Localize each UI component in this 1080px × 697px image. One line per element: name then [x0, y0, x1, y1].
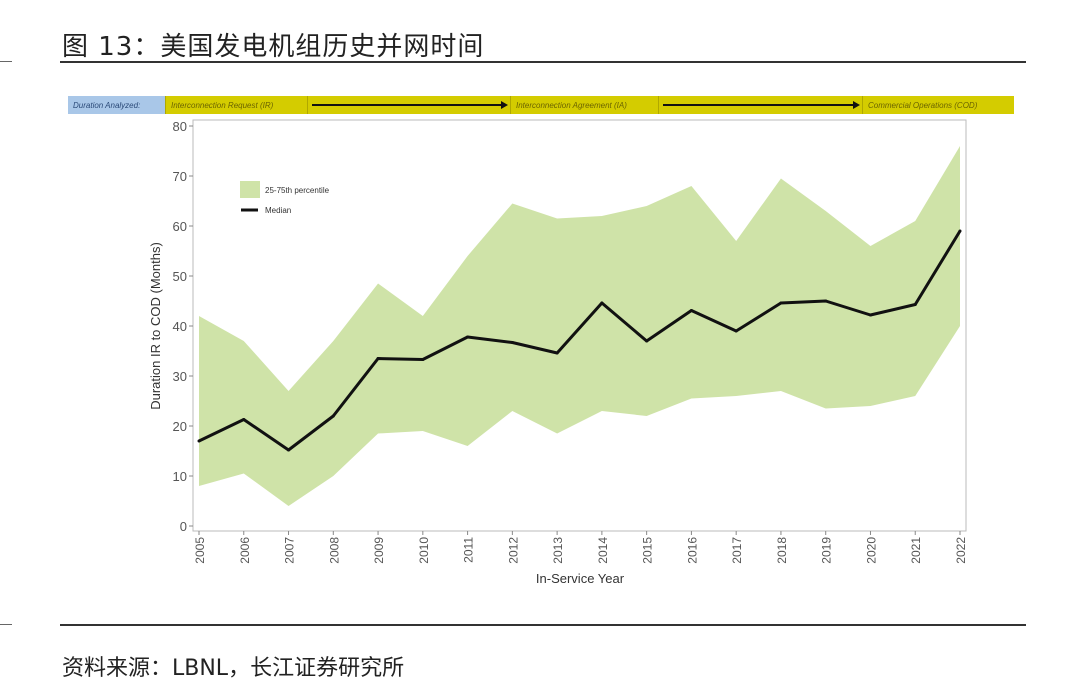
bottom-rule [60, 624, 1026, 626]
x-tick-label: 2018 [775, 537, 789, 564]
median-point [824, 299, 828, 303]
banner-stage-cod: Commercial Operations (COD) [863, 96, 1014, 114]
x-tick-label: 2005 [193, 537, 207, 564]
banner-stage-ir: Interconnection Request (IR) [166, 96, 308, 114]
median-point [600, 301, 604, 305]
median-point [331, 414, 335, 418]
x-tick-label: 2011 [462, 537, 476, 563]
y-tick-label: 70 [173, 169, 187, 184]
x-tick-label: 2016 [685, 537, 699, 564]
y-tick-label: 50 [173, 269, 187, 284]
y-tick-label: 20 [173, 419, 187, 434]
median-line [198, 230, 962, 452]
median-point [779, 301, 783, 305]
median-point [645, 339, 649, 343]
banner-label: Duration Analyzed: [68, 96, 166, 114]
margin-mark [0, 624, 12, 625]
y-axis-label: Duration IR to COD (Months) [148, 242, 163, 410]
y-tick-label: 80 [173, 119, 187, 134]
legend-band-swatch [240, 181, 260, 198]
source-note: 资料来源：LBNL，长江证券研究所 [62, 656, 405, 681]
median-point [421, 358, 425, 361]
x-tick-label: 2015 [641, 537, 655, 564]
legend: 25-75th percentile Median [240, 181, 330, 215]
x-tick-label: 2006 [238, 537, 252, 564]
y-tick-label: 60 [173, 219, 187, 234]
x-tick-label: 2020 [864, 537, 878, 564]
y-tick-label: 10 [173, 469, 187, 484]
x-tick-label: 2008 [327, 537, 341, 564]
x-axis-label: In-Service Year [536, 571, 625, 586]
stage-banner: Duration Analyzed: Interconnection Reque… [68, 96, 1014, 114]
x-tick-label: 2013 [551, 537, 565, 564]
median-point [555, 351, 559, 355]
median-point [868, 313, 872, 317]
y-tick-label: 0 [180, 519, 187, 534]
figure-title: 图 13：美国发电机组历史并网时间 [62, 32, 485, 62]
legend-median-label: Median [265, 206, 291, 215]
top-rule [60, 61, 1026, 63]
median-point [689, 309, 693, 312]
y-tick-label: 40 [173, 319, 187, 334]
median-point [510, 341, 514, 344]
x-tick-label: 2014 [596, 537, 610, 564]
x-tick-label: 2012 [506, 537, 520, 564]
x-tick-label: 2021 [909, 537, 923, 564]
arrow-icon [659, 96, 863, 114]
median-point [466, 335, 470, 339]
median-point [242, 418, 246, 421]
x-tick-label: 2007 [283, 537, 297, 564]
y-tick-label: 30 [173, 369, 187, 384]
x-tick-label: 2019 [820, 537, 834, 564]
median-point [913, 303, 917, 306]
median-point [376, 357, 380, 360]
banner-stage-ia: Interconnection Agreement (IA) [511, 96, 659, 114]
x-tick-label: 2022 [954, 537, 968, 564]
median-point [197, 439, 201, 443]
x-tick-label: 2009 [372, 537, 386, 564]
x-tick-label: 2017 [730, 537, 744, 564]
median-point [734, 329, 738, 333]
x-tick-label: 2010 [417, 537, 431, 564]
median-point [958, 229, 962, 233]
median-point [287, 448, 291, 452]
arrow-icon [308, 96, 511, 114]
legend-band-label: 25-75th percentile [265, 186, 330, 195]
margin-mark [0, 61, 12, 62]
